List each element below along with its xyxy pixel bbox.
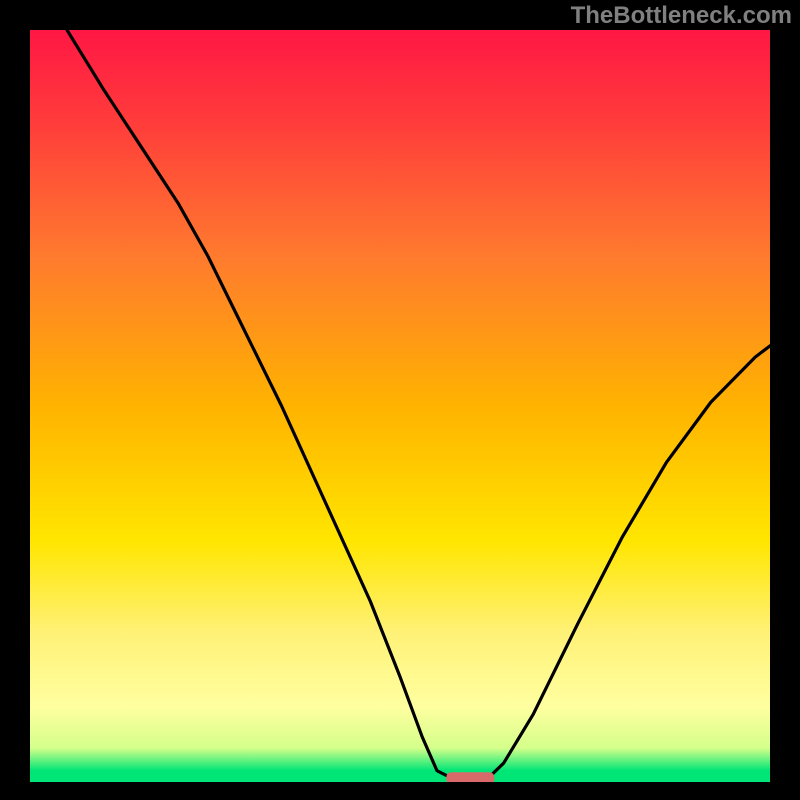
chart-plot-area [30, 30, 770, 782]
chart-background-gradient [30, 30, 770, 782]
source-watermark: TheBottleneck.com [571, 2, 792, 30]
chart-outer-frame [0, 0, 800, 800]
optimal-range-marker [446, 772, 494, 782]
